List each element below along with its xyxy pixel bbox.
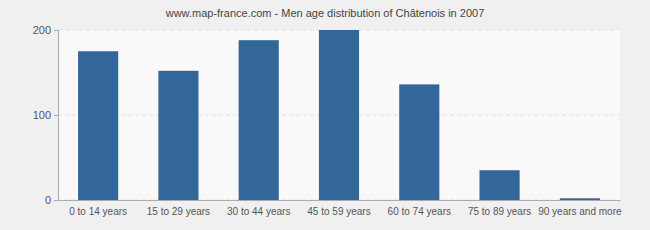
title: www.map-france.com - Men age distributio… <box>165 7 485 19</box>
y-tick: 0 <box>45 194 58 206</box>
chart: 0 100 200 0 to 14 years 15 to 29 years 30 to … <box>0 0 650 230</box>
x-tick-label: 15 to 29 years <box>147 206 210 217</box>
x-axis: 0 to 14 years 15 to 29 years 30 to 44 year… <box>59 201 622 218</box>
x-tick-label: 75 to 89 years <box>468 206 531 217</box>
background <box>0 0 650 230</box>
bar <box>158 71 198 200</box>
plot-area <box>58 30 620 200</box>
y-tick-mark <box>54 115 58 116</box>
x-tick: 45 to 59 years <box>307 206 370 217</box>
x-tick-label: 90 years and more <box>538 206 622 217</box>
x-tick: 0 to 14 years <box>69 206 127 217</box>
x-axis-line <box>59 200 621 201</box>
y-tick: 200 <box>33 24 58 36</box>
bar <box>239 40 279 200</box>
plot: 0 100 200 0 to 14 years 15 to 29 years 30 to … <box>33 24 622 217</box>
bar <box>78 51 118 200</box>
x-tick-label: 45 to 59 years <box>307 206 370 217</box>
x-tick: 30 to 44 years <box>227 206 290 217</box>
bar <box>560 198 600 200</box>
bar <box>319 30 359 200</box>
x-tick: 60 to 74 years <box>388 206 451 217</box>
x-tick-label: 60 to 74 years <box>388 206 451 217</box>
x-tick: 15 to 29 years <box>147 206 210 217</box>
grid <box>58 30 620 200</box>
y-tick-mark <box>54 30 58 31</box>
y-axis-line <box>58 31 59 201</box>
bar <box>399 84 439 200</box>
x-tick-label: 30 to 44 years <box>227 206 290 217</box>
x-tick: 90 years and more <box>538 206 622 217</box>
x-tick: 75 to 89 years <box>468 206 531 217</box>
y-tick-mark <box>54 200 58 201</box>
y-axis: 0 100 200 <box>33 24 59 206</box>
x-tick-label: 0 to 14 years <box>69 206 127 217</box>
bar <box>480 170 520 200</box>
y-tick-label: 200 <box>33 24 51 36</box>
y-tick-label: 0 <box>45 194 51 206</box>
bars <box>78 30 600 200</box>
y-tick-label: 100 <box>33 109 51 121</box>
y-tick: 100 <box>33 109 58 121</box>
